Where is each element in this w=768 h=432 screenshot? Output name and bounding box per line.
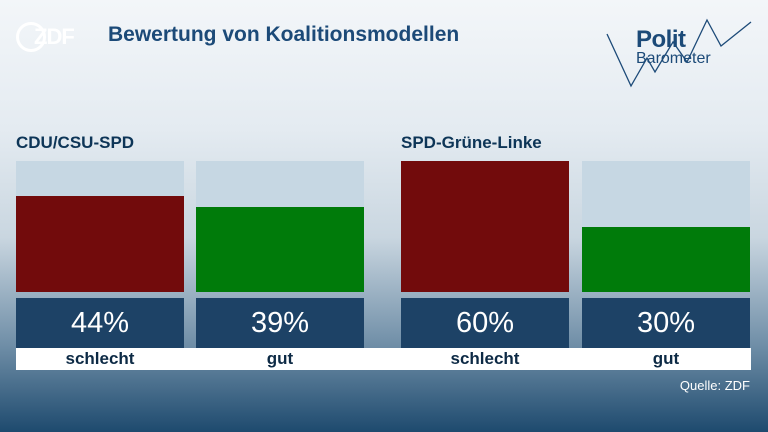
category-label-cdu-spd-schlecht: schlecht (65, 349, 135, 368)
category-label-spd-gruene-linke-schlecht: schlecht (450, 349, 520, 368)
brand-barometer: Barometer (636, 50, 711, 67)
value-label-spd-gruene-linke-schlecht: 60% (401, 298, 569, 348)
zdf-logo: ZDF (16, 20, 76, 54)
bar-spd-gruene-linke-gut (582, 226, 750, 292)
bar-cdu-spd-gut (196, 206, 364, 292)
zdf-logo-text: ZDF (34, 24, 75, 49)
politbarometer-zigzag-icon (606, 18, 752, 88)
bar-cdu-spd-schlecht (16, 195, 184, 292)
bar-track (16, 161, 184, 292)
bar-track (196, 161, 364, 292)
zdf-logo-circle (16, 22, 46, 52)
bar-spd-gruene-linke-schlecht (401, 161, 569, 292)
value-label-spd-gruene-linke-gut: 30% (582, 298, 750, 348)
bar-track (401, 161, 569, 292)
group-label-spd-gruene-linke: SPD-Grüne-Linke (401, 133, 542, 152)
source-note: Quelle: ZDF (679, 378, 750, 393)
chart-title: Bewertung von Koalitionsmodellen (108, 23, 460, 46)
category-label-cdu-spd-gut: gut (266, 349, 294, 368)
brand-polit: Polit (636, 26, 686, 53)
bar-track (582, 161, 750, 292)
politbarometer-logo: Polit Barometer (603, 12, 753, 92)
category-label-strip (16, 348, 751, 370)
group-label-cdu-spd: CDU/CSU-SPD (16, 133, 135, 152)
category-label-spd-gruene-linke-gut: gut (652, 349, 680, 368)
value-label-cdu-spd-schlecht: 44% (16, 298, 184, 348)
value-label-cdu-spd-gut: 39% (196, 298, 364, 348)
